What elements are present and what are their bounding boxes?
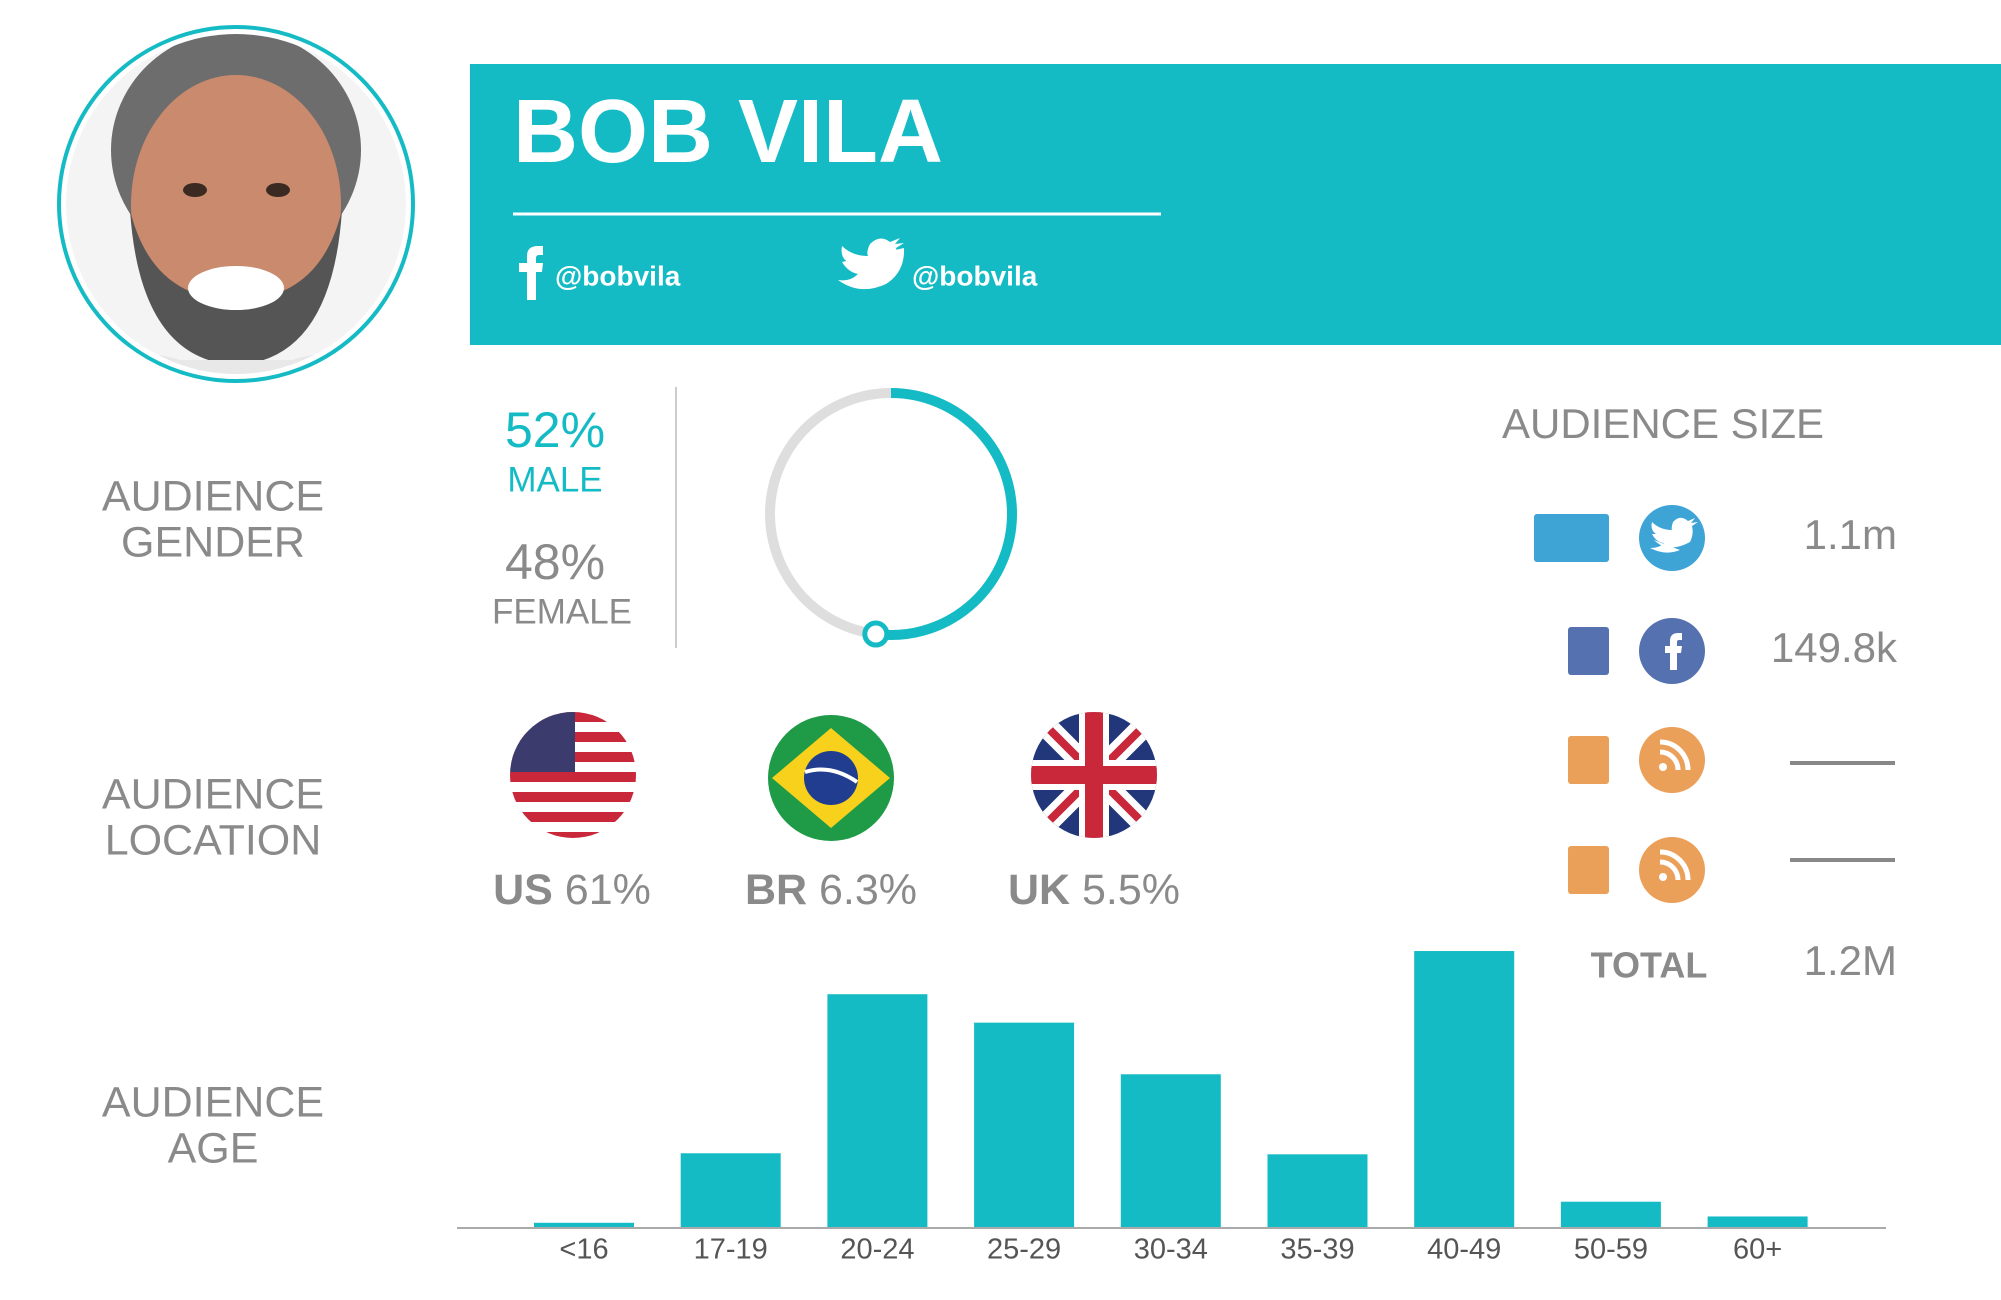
profile-photo <box>57 25 415 383</box>
total-value: 1.2M <box>1804 937 1897 984</box>
country-share: BR 6.3% <box>745 866 917 914</box>
network-swatch <box>1534 514 1609 562</box>
country-share: US 61% <box>493 866 651 914</box>
bar <box>827 994 928 1227</box>
section-label: GENDER <box>121 518 305 566</box>
ring-male <box>875 388 1017 640</box>
total-label: TOTAL <box>1591 945 1708 986</box>
female-label: FEMALE <box>492 592 632 631</box>
x-tick-label: 17-19 <box>694 1234 768 1266</box>
x-tick-label: 50-59 <box>1574 1234 1648 1266</box>
header-band <box>470 64 2001 345</box>
flag-uk <box>1031 712 1157 838</box>
rss-symbol <box>1659 849 1691 881</box>
section-label: AUDIENCE <box>102 472 324 520</box>
twitter-icon <box>838 238 905 290</box>
twitter-bird <box>1650 517 1698 553</box>
bar <box>1560 1201 1661 1227</box>
country-percent: 5.5% <box>1082 866 1180 914</box>
flag-us <box>510 712 636 838</box>
network-swatch <box>1568 627 1609 675</box>
x-tick-label: 25-29 <box>987 1234 1061 1266</box>
twitter-handle[interactable]: @bobvila <box>912 260 1038 291</box>
ring-female <box>765 388 892 640</box>
flag-br <box>768 715 894 841</box>
section-title: AUDIENCE SIZE <box>1502 400 1824 447</box>
bar <box>1414 951 1515 1227</box>
facebook-icon <box>519 246 543 300</box>
country-code: BR <box>745 866 807 914</box>
facebook-f <box>1665 633 1682 670</box>
female-percent: 48% <box>505 534 605 590</box>
male-percent: 52% <box>505 402 605 458</box>
country-percent: 6.3% <box>819 866 917 914</box>
rss-dot <box>1659 873 1667 881</box>
country-code: UK <box>1008 866 1070 914</box>
country-share: UK 5.5% <box>1008 866 1180 914</box>
rss-symbol <box>1659 739 1691 771</box>
bar <box>1707 1216 1808 1227</box>
section-label: AUDIENCE <box>102 1078 324 1126</box>
network-swatch <box>1568 736 1609 784</box>
audience-value: 149.8k <box>1771 624 1898 671</box>
section-label: LOCATION <box>105 816 322 864</box>
profile-name: BOB VILA <box>513 82 943 182</box>
bar <box>534 1222 634 1227</box>
x-tick-label: 30-34 <box>1134 1234 1208 1266</box>
network-swatch <box>1568 846 1609 894</box>
x-tick-label: 40-49 <box>1427 1234 1501 1266</box>
audience-value: 1.1m <box>1804 511 1897 558</box>
x-tick-label: 20-24 <box>840 1234 914 1266</box>
male-label: MALE <box>507 460 602 499</box>
country-code: US <box>493 866 553 914</box>
bar <box>1267 1154 1368 1227</box>
ring-end <box>862 620 890 648</box>
bar <box>680 1153 781 1227</box>
rss-dot <box>1659 763 1667 771</box>
bar <box>1120 1074 1221 1227</box>
country-percent: 61% <box>565 866 651 914</box>
x-tick-label: 60+ <box>1733 1234 1782 1266</box>
section-label: AGE <box>168 1124 259 1172</box>
x-tick-label: <16 <box>559 1234 608 1266</box>
facebook-handle[interactable]: @bobvila <box>555 260 681 291</box>
section-label: AUDIENCE <box>102 770 324 818</box>
x-tick-label: 35-39 <box>1280 1234 1354 1266</box>
bar <box>974 1022 1075 1227</box>
